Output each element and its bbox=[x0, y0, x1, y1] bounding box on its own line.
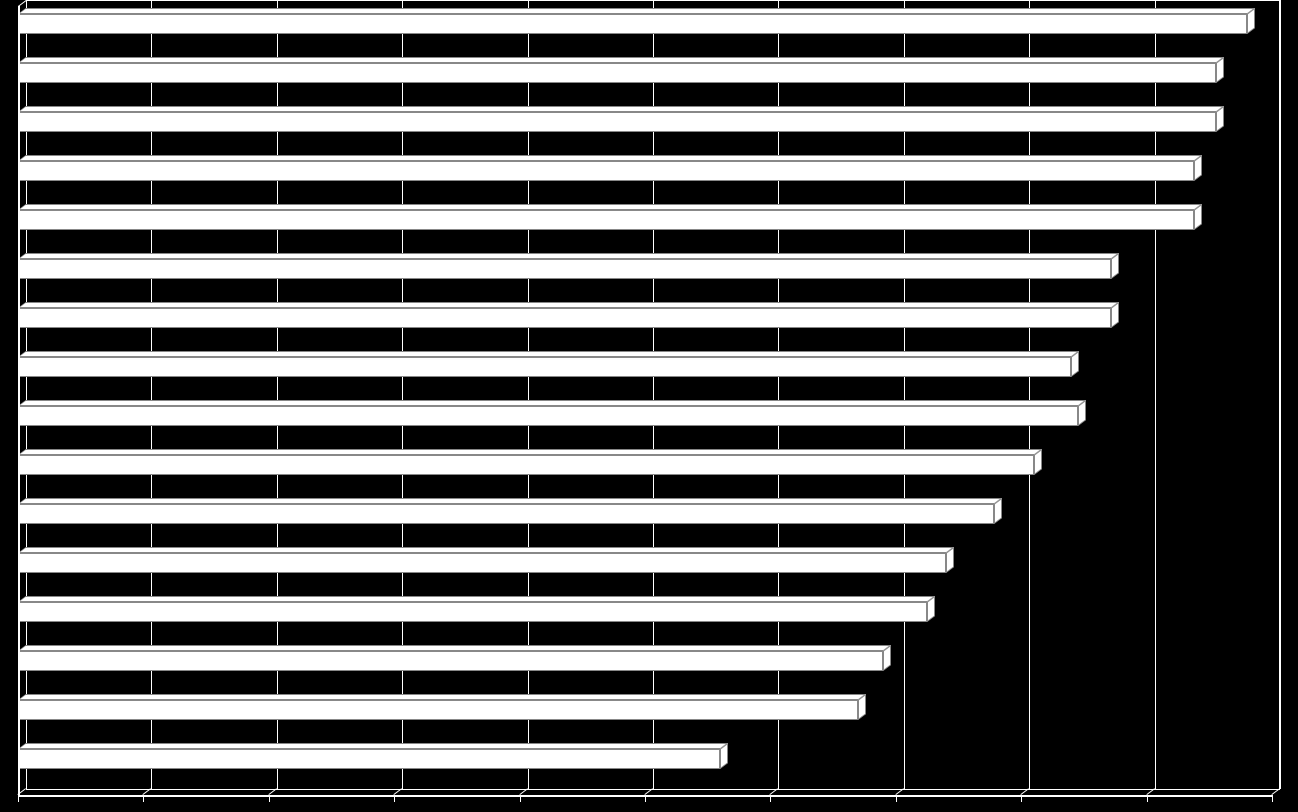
bar-right-face bbox=[994, 498, 1002, 524]
bar bbox=[18, 700, 858, 720]
y-axis bbox=[18, 6, 20, 795]
bar bbox=[18, 308, 1111, 328]
bar-right-face bbox=[883, 645, 891, 671]
bar-right-face bbox=[1194, 155, 1202, 181]
chart-container bbox=[0, 0, 1298, 812]
gridline bbox=[1280, 0, 1281, 789]
bar bbox=[18, 14, 1247, 34]
bar bbox=[18, 63, 1216, 83]
bar-right-face bbox=[1111, 253, 1119, 279]
bar bbox=[18, 455, 1034, 475]
bar-right-face bbox=[1078, 400, 1086, 426]
bar-right-face bbox=[1216, 57, 1224, 83]
bar bbox=[18, 602, 927, 622]
plot-area bbox=[18, 0, 1280, 795]
bar bbox=[18, 112, 1216, 132]
bar bbox=[18, 651, 883, 671]
bar bbox=[18, 553, 946, 573]
bar-right-face bbox=[720, 743, 728, 769]
bar-right-face bbox=[1111, 302, 1119, 328]
bar bbox=[18, 161, 1194, 181]
bar-right-face bbox=[1071, 351, 1079, 377]
bar-right-face bbox=[1034, 449, 1042, 475]
floor-back-edge bbox=[26, 789, 1280, 790]
x-tick bbox=[1272, 795, 1273, 802]
bar bbox=[18, 259, 1111, 279]
bar-right-face bbox=[1194, 204, 1202, 230]
bar-right-face bbox=[1216, 106, 1224, 132]
bar-right-face bbox=[946, 547, 954, 573]
bar bbox=[18, 210, 1194, 230]
bar bbox=[18, 406, 1078, 426]
bar-right-face bbox=[858, 694, 866, 720]
bar bbox=[18, 357, 1071, 377]
bar bbox=[18, 749, 720, 769]
bar-right-face bbox=[927, 596, 935, 622]
x-axis bbox=[18, 795, 1272, 797]
bar bbox=[18, 504, 994, 524]
bar-right-face bbox=[1247, 8, 1255, 34]
